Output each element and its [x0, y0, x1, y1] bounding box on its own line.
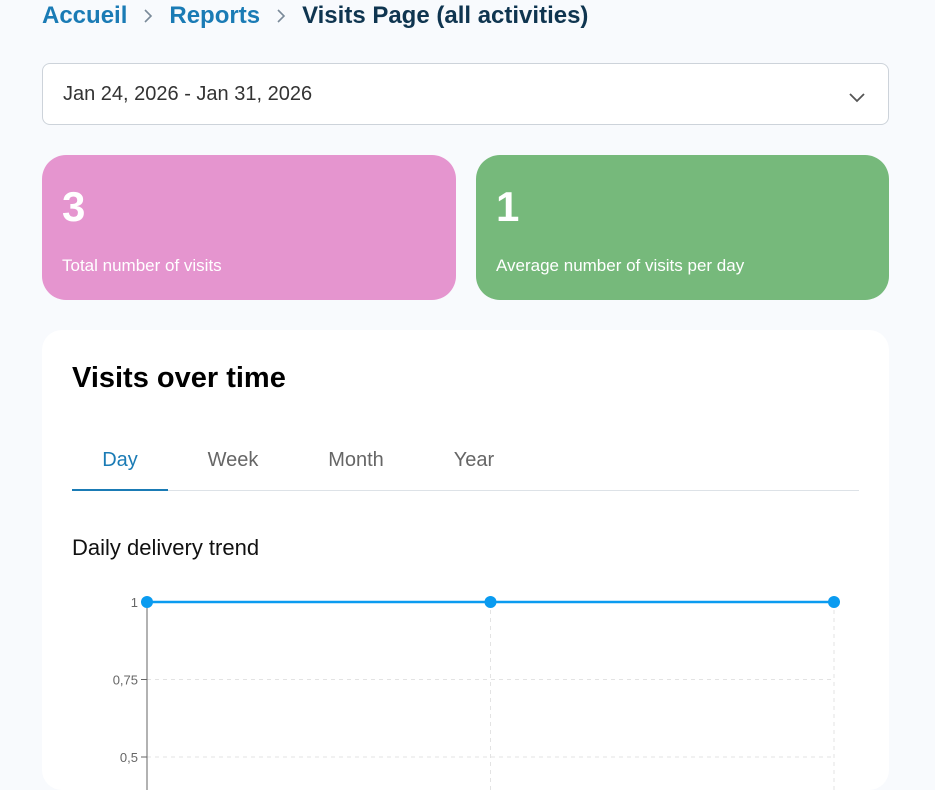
chevron-right-icon [143, 8, 153, 24]
average-visits-label: Average number of visits per day [496, 256, 745, 275]
average-visits-card: 1 Average number of visits per day [476, 155, 889, 300]
data-point [141, 596, 153, 608]
tab-year[interactable]: Year [453, 449, 495, 471]
chart-title: Daily delivery trend [72, 535, 260, 560]
data-point [828, 596, 840, 608]
y-tick-label: 1 [131, 595, 138, 610]
total-visits-label: Total number of visits [62, 256, 222, 275]
y-tick-label: 0,5 [120, 750, 138, 765]
visits-over-time-panel: Visits over time Day Week Month Year Dai… [42, 330, 889, 790]
page-title: Visits Page (all activities) [302, 2, 589, 29]
date-range-value: Jan 24, 2026 - Jan 31, 2026 [63, 82, 313, 105]
chevron-down-icon [848, 86, 866, 109]
average-visits-value: 1 [496, 183, 520, 230]
date-range-select[interactable]: Jan 24, 2026 - Jan 31, 2026 [42, 63, 889, 125]
panel-title: Visits over time [72, 362, 286, 394]
y-tick-label: 0,75 [113, 673, 138, 688]
tab-week[interactable]: Week [207, 449, 259, 471]
breadcrumb-home-link[interactable]: Accueil [42, 2, 128, 29]
breadcrumb: Accueil Reports Visits Page (all activit… [42, 2, 588, 30]
data-point [484, 596, 497, 608]
chevron-right-icon [276, 8, 286, 24]
tab-day[interactable]: Day [72, 440, 168, 491]
total-visits-card: 3 Total number of visits [42, 155, 456, 300]
period-tabs: Day Week Month Year [72, 440, 859, 491]
line-chart: 1 0,75 0,5 [113, 595, 840, 790]
tab-month[interactable]: Month [328, 449, 384, 471]
total-visits-value: 3 [62, 183, 86, 230]
breadcrumb-reports-link[interactable]: Reports [169, 2, 261, 29]
